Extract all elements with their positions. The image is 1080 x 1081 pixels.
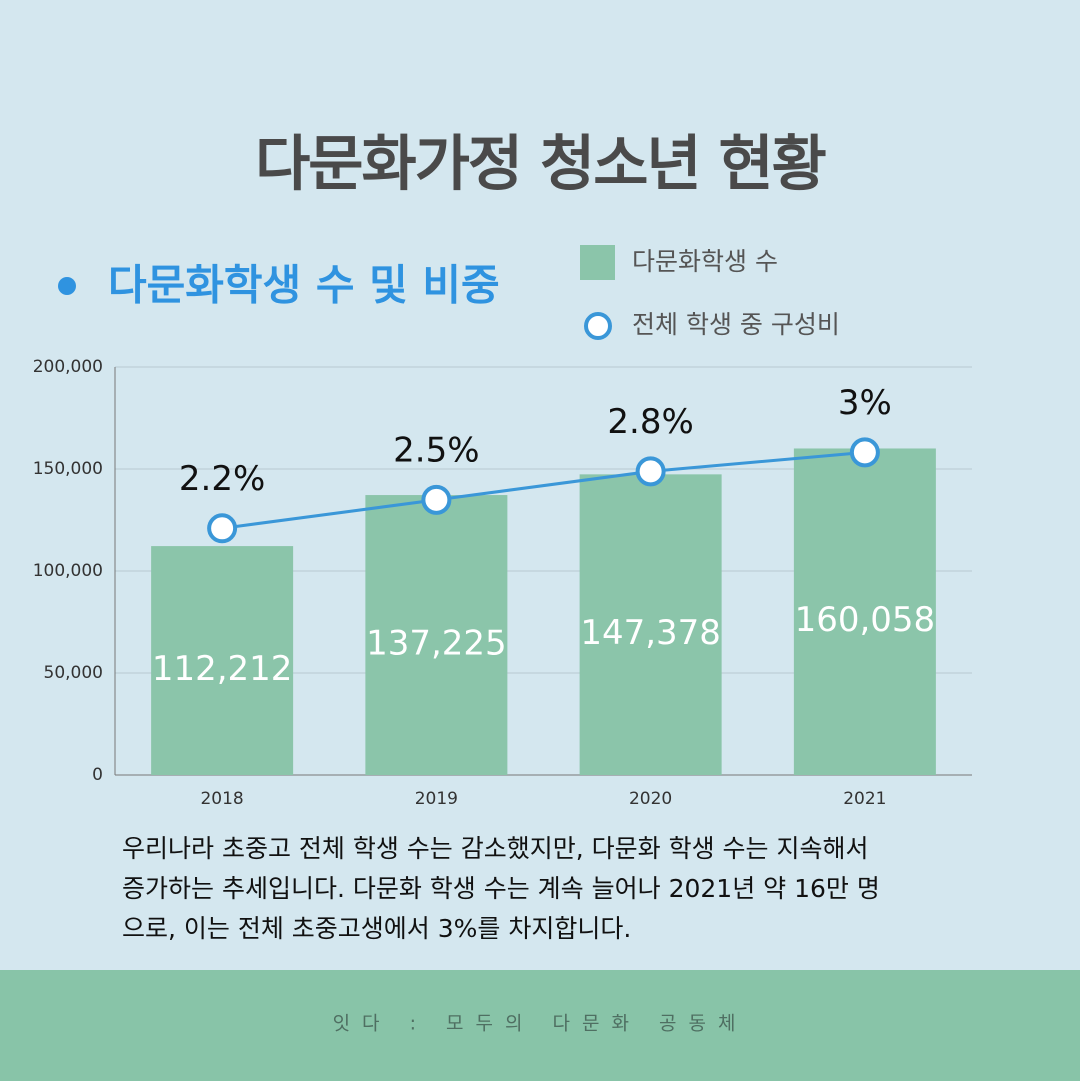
point-value-label: 2.2%	[179, 459, 265, 499]
bar-value-label: 160,058	[795, 600, 936, 640]
x-tick-label: 2020	[629, 789, 672, 809]
y-tick-label: 100,000	[33, 561, 103, 581]
y-tick-label: 50,000	[44, 663, 103, 683]
y-tick-label: 200,000	[33, 357, 103, 377]
description-line: 증가하는 추세입니다. 다문화 학생 수는 계속 늘어나 2021년 약 16만…	[122, 874, 880, 903]
y-tick-label: 0	[92, 765, 103, 785]
footer: 잇다 : 모두의 다문화 공동체	[333, 1013, 748, 1035]
bar-value-label: 147,378	[580, 613, 721, 653]
bar	[151, 546, 294, 775]
legend-label: 다문화학생 수	[632, 247, 778, 276]
line-point	[849, 437, 880, 468]
bar-value-label: 137,225	[366, 624, 507, 664]
description-line: 으로, 이는 전체 초중고생에서 3%를 차지합니다.	[122, 914, 631, 943]
y-tick-label: 150,000	[33, 459, 103, 479]
title: 다문화가정 청소년 현황	[255, 130, 826, 200]
legend-swatch	[580, 245, 615, 280]
legend-label: 전체 학생 중 구성비	[632, 310, 840, 339]
line-point	[635, 456, 666, 487]
line	[221, 450, 866, 530]
bar-value-label: 112,212	[152, 649, 293, 689]
footer-band	[0, 970, 1080, 1081]
line-point	[421, 484, 452, 515]
line-point	[207, 513, 238, 544]
x-tick-label: 2021	[843, 789, 886, 809]
point-value-label: 2.8%	[607, 402, 693, 442]
legend-marker	[584, 312, 612, 340]
bar	[793, 448, 936, 775]
description-line: 우리나라 초중고 전체 학생 수는 감소했지만, 다문화 학생 수는 지속해서	[122, 834, 868, 863]
bar	[365, 495, 508, 775]
bullet	[58, 277, 76, 295]
x-tick-label: 2019	[415, 789, 458, 809]
point-value-label: 2.5%	[393, 430, 479, 470]
subtitle: 다문화학생 수 및 비중	[108, 261, 500, 310]
point-value-label: 3%	[838, 383, 892, 423]
x-tick-label: 2018	[200, 789, 243, 809]
bar	[579, 474, 722, 775]
